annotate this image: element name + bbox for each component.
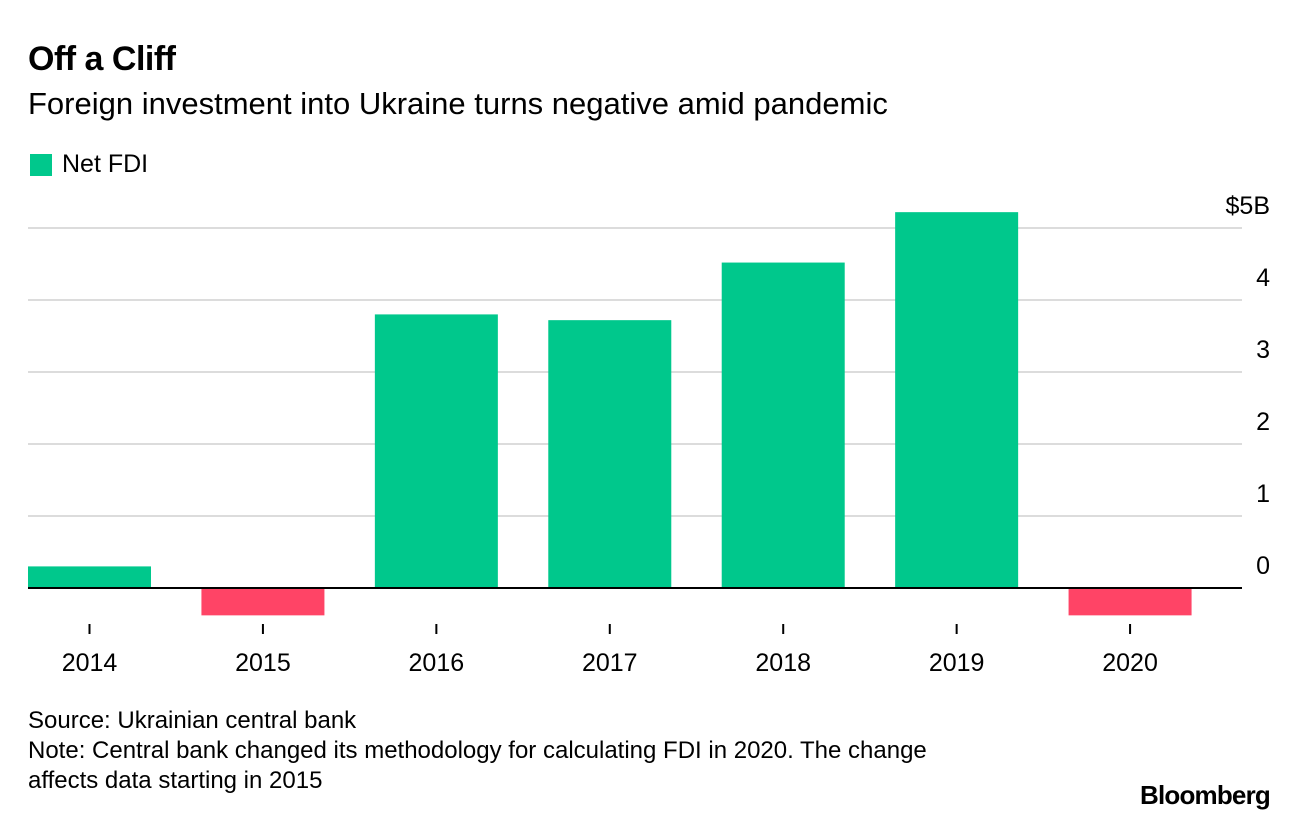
x-tick-label-2017: 2017 xyxy=(582,649,638,677)
y-tick-label-1: 1 xyxy=(1256,480,1270,508)
y-tick-label-2: 2 xyxy=(1256,408,1270,436)
y-tick-label-4: 4 xyxy=(1256,264,1270,292)
x-tick-label-2016: 2016 xyxy=(409,649,465,677)
chart-title: Off a Cliff xyxy=(28,40,176,78)
legend-swatch-net-fdi xyxy=(30,153,52,176)
bar-2016 xyxy=(374,314,498,588)
x-tick-label-2020: 2020 xyxy=(1102,649,1158,677)
legend-label-net-fdi: Net FDI xyxy=(62,150,149,178)
y-tick-label-3: 3 xyxy=(1256,336,1270,364)
bar-2019 xyxy=(895,212,1019,588)
chart-subtitle: Foreign investment into Ukraine turns ne… xyxy=(28,86,888,121)
x-tick-label-2014: 2014 xyxy=(62,649,118,677)
x-tick-label-2018: 2018 xyxy=(755,649,811,677)
bloomberg-logo: Bloomberg xyxy=(1139,780,1271,810)
legend: Net FDI xyxy=(30,150,148,179)
bar-2015 xyxy=(201,588,325,616)
y-tick-label-0: 0 xyxy=(1256,552,1270,580)
methodology-note-line-1: Note: Central bank changed its methodolo… xyxy=(28,737,927,764)
methodology-note-line-2: affects data starting in 2015 xyxy=(28,767,323,794)
bar-chart: 0 1 2 3 4 $5B 2014 2015 2016 2017 2018 2019 2020 xyxy=(28,192,1270,677)
x-tick-label-2019: 2019 xyxy=(929,649,985,677)
axis-layer: 0 1 2 3 4 $5B 2014 2015 2016 2017 2018 2019 2020 xyxy=(28,192,1270,677)
bar-2018 xyxy=(721,262,845,588)
footnotes: Source: Ukrainian central bank Note: Cen… xyxy=(28,706,927,796)
bar-2020 xyxy=(1068,588,1192,616)
bar-2014 xyxy=(28,566,151,588)
y-tick-label-5: $5B xyxy=(1226,192,1270,220)
bar-layer xyxy=(28,212,1192,616)
x-tick-label-2015: 2015 xyxy=(235,649,291,677)
bar-2017 xyxy=(548,320,672,588)
source-note: Source: Ukrainian central bank xyxy=(28,707,357,734)
